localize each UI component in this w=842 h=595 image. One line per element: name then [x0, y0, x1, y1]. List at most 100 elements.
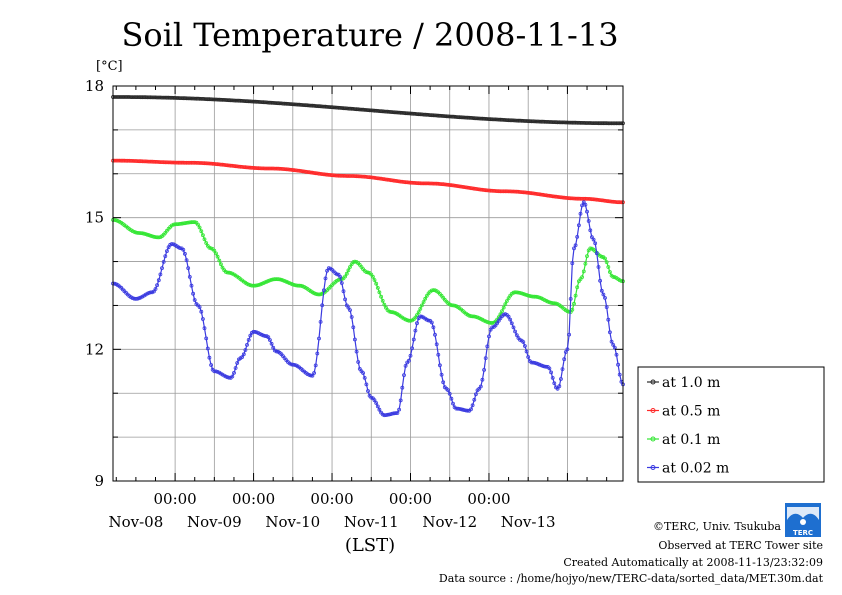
series-marker	[142, 231, 147, 236]
series-marker	[130, 296, 135, 301]
series-marker	[452, 303, 457, 308]
axis-ticks	[113, 85, 623, 482]
series-marker	[352, 259, 357, 264]
series-marker	[503, 302, 508, 307]
series-marker	[338, 274, 343, 279]
series-marker	[585, 209, 589, 214]
series-marker	[248, 333, 253, 338]
series-marker	[487, 334, 491, 339]
series-marker	[235, 361, 240, 365]
terc-logo: TERC	[785, 503, 821, 537]
series-marker	[408, 353, 413, 358]
series-marker	[243, 348, 248, 352]
x-tick-date-label: Nov-10	[265, 513, 320, 531]
series-marker	[437, 363, 442, 368]
series-marker	[377, 290, 382, 295]
series-marker	[192, 298, 197, 302]
series-marker	[594, 251, 599, 256]
series-marker	[290, 362, 295, 367]
series-marker	[581, 269, 586, 274]
legend-label: at 0.5 m	[662, 404, 720, 420]
series-marker	[135, 296, 140, 301]
series-marker	[612, 345, 617, 350]
series-marker	[585, 254, 589, 259]
series-marker	[225, 375, 230, 380]
credit-observed: Observed at TERC Tower site	[658, 539, 823, 552]
logo-text: TERC	[793, 529, 813, 537]
series-marker	[603, 256, 607, 261]
x-tick-date-label: Nov-09	[187, 513, 242, 531]
series-marker	[478, 384, 483, 389]
series-marker	[387, 412, 392, 417]
credit-source: Data source : /home/hojyo/new/TERC-data/…	[439, 572, 824, 585]
series-marker	[508, 317, 513, 322]
series-marker	[346, 268, 351, 273]
series-marker	[317, 336, 321, 341]
series-marker	[521, 340, 526, 344]
series-marker	[197, 305, 202, 310]
series-marker	[611, 342, 616, 347]
series-marker	[583, 261, 588, 266]
series-marker	[312, 371, 317, 375]
series-marker	[215, 254, 220, 259]
series-marker	[413, 328, 418, 333]
series-marker	[524, 349, 529, 354]
series-marker	[148, 290, 153, 295]
series-marker	[196, 222, 200, 227]
series-marker	[563, 350, 568, 354]
series-marker	[406, 358, 411, 363]
series-marker	[140, 231, 145, 236]
series-marker	[402, 373, 406, 378]
series-marker	[200, 233, 205, 238]
series-marker	[400, 385, 405, 390]
y-tick-label: 15	[85, 209, 104, 227]
legend-label: at 0.1 m	[662, 432, 720, 448]
series-marker	[349, 315, 354, 319]
series-marker	[372, 278, 377, 282]
series-marker	[424, 293, 429, 298]
series-marker	[416, 310, 421, 315]
series-marker	[467, 313, 472, 318]
series-marker	[263, 334, 267, 338]
series-marker	[593, 241, 598, 246]
series-marker	[227, 270, 232, 275]
series-marker	[434, 342, 439, 347]
series-marker	[374, 281, 379, 286]
series-marker	[588, 228, 593, 233]
series-marker	[446, 388, 451, 393]
series-marker	[269, 341, 274, 346]
series-marker	[504, 299, 509, 303]
series-marker	[431, 288, 436, 293]
series-marker	[550, 375, 555, 380]
x-tick-time-label: 00:00	[467, 490, 510, 508]
series-marker	[274, 349, 279, 354]
series-marker	[599, 254, 604, 259]
series-marker	[245, 342, 249, 347]
series-marker	[204, 336, 209, 341]
y-tick-label: 18	[85, 77, 104, 95]
credit-copyright: ©TERC, Univ. Tsukuba	[653, 520, 781, 533]
series-marker	[567, 332, 571, 337]
series-marker	[506, 314, 511, 319]
series-marker	[156, 235, 161, 240]
series-marker	[277, 277, 282, 282]
series-marker	[572, 246, 576, 251]
series-marker	[361, 371, 366, 375]
series-marker	[341, 289, 346, 294]
series-marker	[209, 363, 214, 367]
series-marker	[321, 288, 326, 293]
series-marker	[599, 288, 604, 293]
series-marker	[549, 370, 553, 375]
series-marker	[516, 290, 521, 295]
series-marker	[604, 305, 609, 310]
series-marker	[189, 283, 194, 288]
series-marker	[397, 407, 402, 412]
series-marker	[485, 320, 490, 324]
series-marker	[426, 318, 431, 323]
series-marker	[429, 320, 434, 325]
series-marker	[292, 362, 297, 367]
series-marker	[375, 285, 380, 290]
series-marker	[343, 274, 348, 279]
series-marker	[604, 260, 609, 265]
